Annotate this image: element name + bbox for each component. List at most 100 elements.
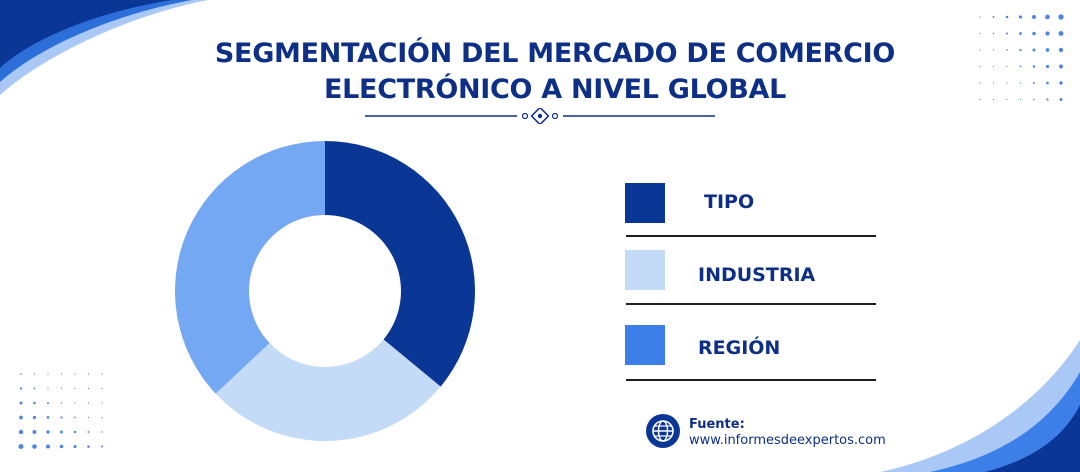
decor-dot <box>18 429 24 435</box>
decor-dot <box>979 16 981 18</box>
donut-slice-industria <box>215 339 441 441</box>
decor-dot <box>60 373 63 375</box>
chart-title: SEGMENTACIÓN DEL MERCADO DE COMERCIO ELE… <box>190 36 920 108</box>
decor-dot <box>1019 82 1022 84</box>
decor-dot <box>74 416 76 419</box>
decor-dot <box>1058 47 1064 53</box>
decor-dot <box>1006 98 1008 101</box>
decor-dot <box>1046 81 1049 85</box>
dot-grid-top-right <box>979 14 1064 101</box>
donut-chart <box>175 141 475 441</box>
title-divider <box>365 108 715 124</box>
decor-dot <box>992 82 995 84</box>
decor-dot <box>33 387 36 390</box>
decor-dot <box>992 65 995 68</box>
decor-dot <box>19 415 23 420</box>
decor-dot <box>1005 32 1009 35</box>
decor-dot <box>60 416 63 419</box>
decor-dot <box>1059 81 1063 85</box>
decor-dot <box>87 373 90 375</box>
legend-item-tipo: TIPO <box>622 178 878 246</box>
decor-dot <box>60 430 63 434</box>
decor-dot <box>1006 82 1008 84</box>
decor-dot <box>74 387 76 390</box>
decor-dot <box>979 32 981 35</box>
decor-dot <box>1045 48 1050 52</box>
legend-label-region: REGIÓN <box>698 337 781 359</box>
decor-dot <box>1059 64 1063 69</box>
decor-dot <box>20 373 22 375</box>
legend-label-industria: INDUSTRIA <box>698 264 816 286</box>
decor-dot <box>87 387 90 390</box>
source-url[interactable]: www.informesdeexpertos.com <box>689 433 886 448</box>
decor-dot <box>101 373 103 375</box>
decor-dot <box>1019 48 1022 52</box>
legend-divider <box>626 379 876 381</box>
decor-dot <box>18 443 24 450</box>
legend-item-region: REGIÓN <box>622 325 878 393</box>
decor-dot <box>1019 65 1022 68</box>
decor-dot <box>33 373 36 375</box>
decor-dot <box>59 444 64 449</box>
decor-dot <box>1033 82 1035 84</box>
decor-dot <box>33 401 36 405</box>
decor-dot <box>74 402 76 404</box>
decor-dot <box>1032 31 1036 36</box>
decor-dot <box>73 444 77 449</box>
decor-dot <box>1006 65 1008 68</box>
decor-dot <box>1032 65 1036 68</box>
decor-dot <box>1059 98 1063 101</box>
decor-dot <box>1018 15 1023 19</box>
chart-title-line-1: SEGMENTACIÓN DEL MERCADO DE COMERCIO <box>214 38 896 69</box>
decor-dot <box>87 416 90 419</box>
decor-dot <box>74 373 76 375</box>
donut-slice-tipo <box>325 141 475 387</box>
decor-dot <box>1045 14 1050 20</box>
decor-dot <box>32 444 37 449</box>
decor-dot <box>87 402 90 404</box>
decor-dot <box>60 387 63 390</box>
decor-dot <box>979 49 981 51</box>
decor-dot <box>1058 31 1064 36</box>
bottom-right-wave-mid <box>930 372 1080 472</box>
source-label: Fuente: <box>689 417 745 432</box>
decor-dot <box>1058 14 1064 20</box>
decor-dot <box>47 402 49 404</box>
decor-dot <box>46 430 50 434</box>
legend-swatch-industria <box>625 250 665 290</box>
decor-dot <box>19 387 23 390</box>
decor-dot <box>101 416 103 419</box>
decor-dot <box>60 402 63 404</box>
decor-dot <box>992 49 995 51</box>
decor-dot <box>100 445 104 448</box>
decor-dot <box>1032 48 1036 52</box>
decor-dot <box>101 387 103 390</box>
legend-swatch-region <box>625 325 665 365</box>
decor-dot <box>47 387 49 390</box>
decor-dot <box>45 444 51 449</box>
legend-item-industria: INDUSTRIA <box>622 249 878 317</box>
decor-dot <box>46 416 50 419</box>
decor-dot <box>101 431 103 433</box>
decor-dot <box>979 82 981 84</box>
decor-dot <box>87 445 90 448</box>
bottom-right-wave-dark <box>985 405 1080 472</box>
decor-dot <box>1005 15 1009 19</box>
decor-dot <box>32 415 37 420</box>
decor-dot <box>992 32 995 35</box>
decor-dot <box>1006 49 1008 51</box>
decor-dot <box>1019 32 1022 35</box>
decor-dot <box>979 65 981 68</box>
decor-dot <box>19 401 23 405</box>
decor-dot <box>1045 31 1050 36</box>
decor-dot <box>101 402 103 404</box>
decor-dot <box>73 430 77 434</box>
decor-dot <box>32 430 37 434</box>
donut-slice-región <box>175 141 325 394</box>
decor-dot <box>1045 64 1050 69</box>
decor-dot <box>47 373 49 375</box>
legend-divider <box>626 303 876 305</box>
decor-dot <box>87 431 90 433</box>
legend-divider <box>626 235 876 237</box>
